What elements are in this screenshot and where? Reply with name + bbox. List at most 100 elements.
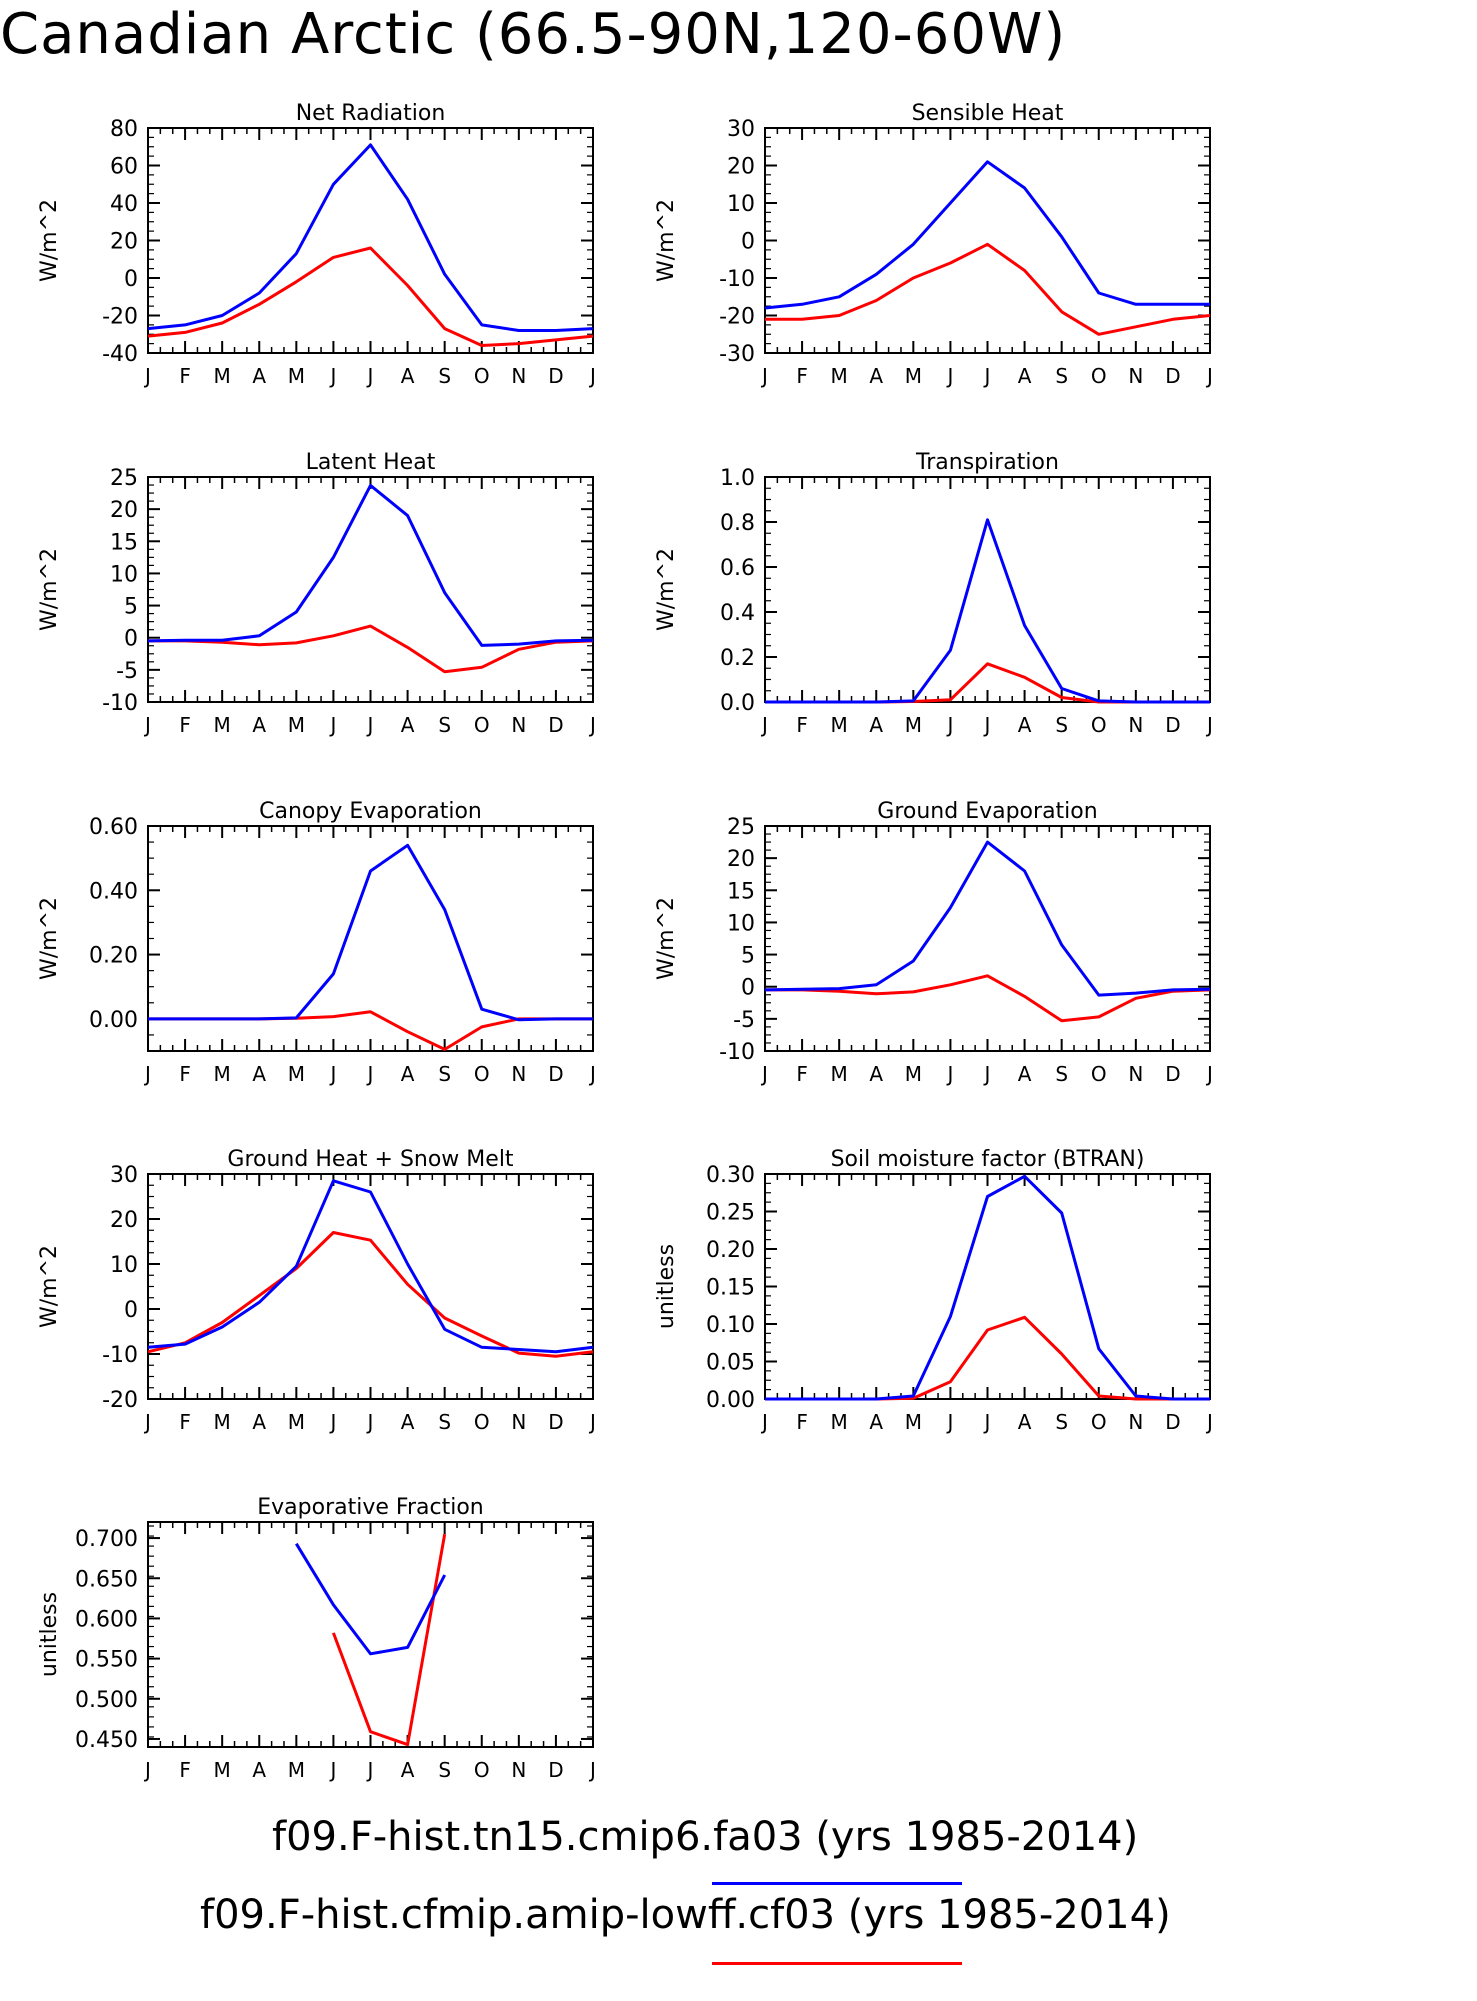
y-tick-label: 0.40	[89, 879, 138, 904]
series-line-case2	[765, 242, 1211, 336]
y-tick-label: 0.05	[706, 1351, 755, 1376]
chart-title: Ground Heat + Snow Melt	[227, 1147, 514, 1172]
case2-label: f09.F-hist.cfmip.amip-lowff.cf03 (yrs 19…	[200, 1892, 1171, 1938]
x-tick-label: J	[143, 1758, 151, 1782]
y-tick-label: 15	[110, 530, 138, 555]
x-tick-label: S	[438, 364, 451, 388]
x-tick-label: M	[905, 1062, 922, 1086]
x-tick-label: J	[945, 1062, 953, 1086]
y-tick-label: 5	[741, 944, 755, 969]
x-tick-label: J	[328, 713, 336, 737]
y-tick-label: 5	[124, 595, 138, 620]
x-tick-label: M	[905, 1410, 922, 1434]
x-tick-label: A	[869, 713, 883, 737]
y-axis-label: W/m^2	[654, 199, 679, 282]
x-tick-label: J	[983, 713, 991, 737]
y-tick-label: 10	[110, 1253, 138, 1278]
x-tick-label: O	[474, 1758, 490, 1782]
x-tick-label: M	[905, 713, 922, 737]
y-tick-label: 80	[110, 117, 138, 142]
y-axis-label: unitless	[37, 1592, 62, 1677]
x-tick-label: S	[438, 1062, 451, 1086]
y-tick-label: 1.0	[720, 466, 755, 491]
y-tick-label: 0.25	[706, 1201, 755, 1226]
x-tick-label: J	[328, 1758, 336, 1782]
series-line-case1	[147, 1179, 594, 1354]
x-tick-label: D	[548, 713, 563, 737]
y-tick-label: -5	[116, 659, 138, 684]
y-tick-label: 0.00	[706, 1388, 755, 1413]
y-tick-label: 10	[110, 562, 138, 587]
y-tick-label: -5	[733, 1008, 755, 1033]
chart-title: Net Radiation	[296, 101, 446, 126]
plot-frame	[147, 1173, 594, 1400]
y-tick-label: 20	[110, 1208, 138, 1233]
x-tick-label: D	[548, 1062, 563, 1086]
x-tick-label: J	[328, 1410, 336, 1434]
x-tick-label: F	[179, 1758, 191, 1782]
x-tick-label: O	[474, 713, 490, 737]
x-tick-label: N	[511, 713, 526, 737]
y-tick-label: 10	[727, 911, 755, 936]
y-axis-label: W/m^2	[654, 897, 679, 980]
series-line-case2	[147, 246, 594, 347]
y-tick-label: 20	[727, 847, 755, 872]
y-tick-label: 20	[110, 230, 138, 255]
x-tick-label: M	[214, 1062, 231, 1086]
series-line-case1	[148, 843, 593, 1022]
y-tick-label: -10	[102, 691, 138, 716]
x-tick-label: N	[1128, 364, 1143, 388]
x-tick-label: F	[179, 1062, 191, 1086]
y-tick-label: 0.500	[75, 1688, 138, 1713]
x-tick-label: N	[1128, 713, 1143, 737]
series-line-case2	[765, 974, 1211, 1023]
chart-title: Soil moisture factor (BTRAN)	[831, 1147, 1145, 1172]
x-tick-label: J	[945, 364, 953, 388]
y-tick-label: 0	[124, 1298, 138, 1323]
series-line-case1	[765, 518, 1210, 704]
x-tick-label: N	[511, 364, 526, 388]
x-tick-label: J	[1205, 1410, 1213, 1434]
x-tick-label: D	[1165, 713, 1180, 737]
chart-title: Canopy Evaporation	[259, 799, 482, 824]
x-tick-label: J	[760, 1410, 768, 1434]
y-tick-label: 0.00	[89, 1008, 138, 1033]
x-tick-label: M	[214, 1758, 231, 1782]
case1-label: f09.F-hist.tn15.cmip6.fa03 (yrs 1985-201…	[272, 1814, 1139, 1860]
x-tick-label: J	[366, 364, 374, 388]
y-tick-label: 0	[124, 267, 138, 292]
y-tick-label: 25	[727, 815, 755, 840]
x-tick-label: S	[1055, 364, 1068, 388]
series-line-case1	[764, 160, 1210, 310]
y-tick-label: 0.4	[720, 601, 755, 626]
x-tick-label: J	[945, 1410, 953, 1434]
x-tick-label: A	[401, 1758, 415, 1782]
y-axis-label: W/m^2	[654, 548, 679, 631]
x-tick-label: J	[1205, 1062, 1213, 1086]
x-tick-label: J	[143, 713, 151, 737]
y-tick-label: -10	[719, 267, 755, 292]
y-tick-label: 0.20	[706, 1238, 755, 1263]
x-tick-label: J	[143, 1410, 151, 1434]
y-tick-label: 0	[741, 976, 755, 1001]
x-tick-label: S	[1055, 1062, 1068, 1086]
x-tick-label: F	[796, 1062, 808, 1086]
x-tick-label: M	[214, 1410, 231, 1434]
y-tick-label: 20	[727, 155, 755, 180]
x-tick-label: N	[1128, 1410, 1143, 1434]
x-tick-label: J	[588, 1758, 596, 1782]
x-tick-label: J	[143, 1062, 151, 1086]
x-tick-label: D	[1165, 1062, 1180, 1086]
y-tick-label: 0.450	[75, 1728, 138, 1753]
x-tick-label: A	[869, 1062, 883, 1086]
y-tick-label: 40	[110, 192, 138, 217]
x-tick-label: A	[252, 1758, 266, 1782]
x-tick-label: F	[179, 364, 191, 388]
y-tick-label: 30	[110, 1163, 138, 1188]
x-tick-label: M	[831, 713, 848, 737]
y-tick-label: 0.600	[75, 1607, 138, 1632]
x-tick-label: O	[474, 1410, 490, 1434]
